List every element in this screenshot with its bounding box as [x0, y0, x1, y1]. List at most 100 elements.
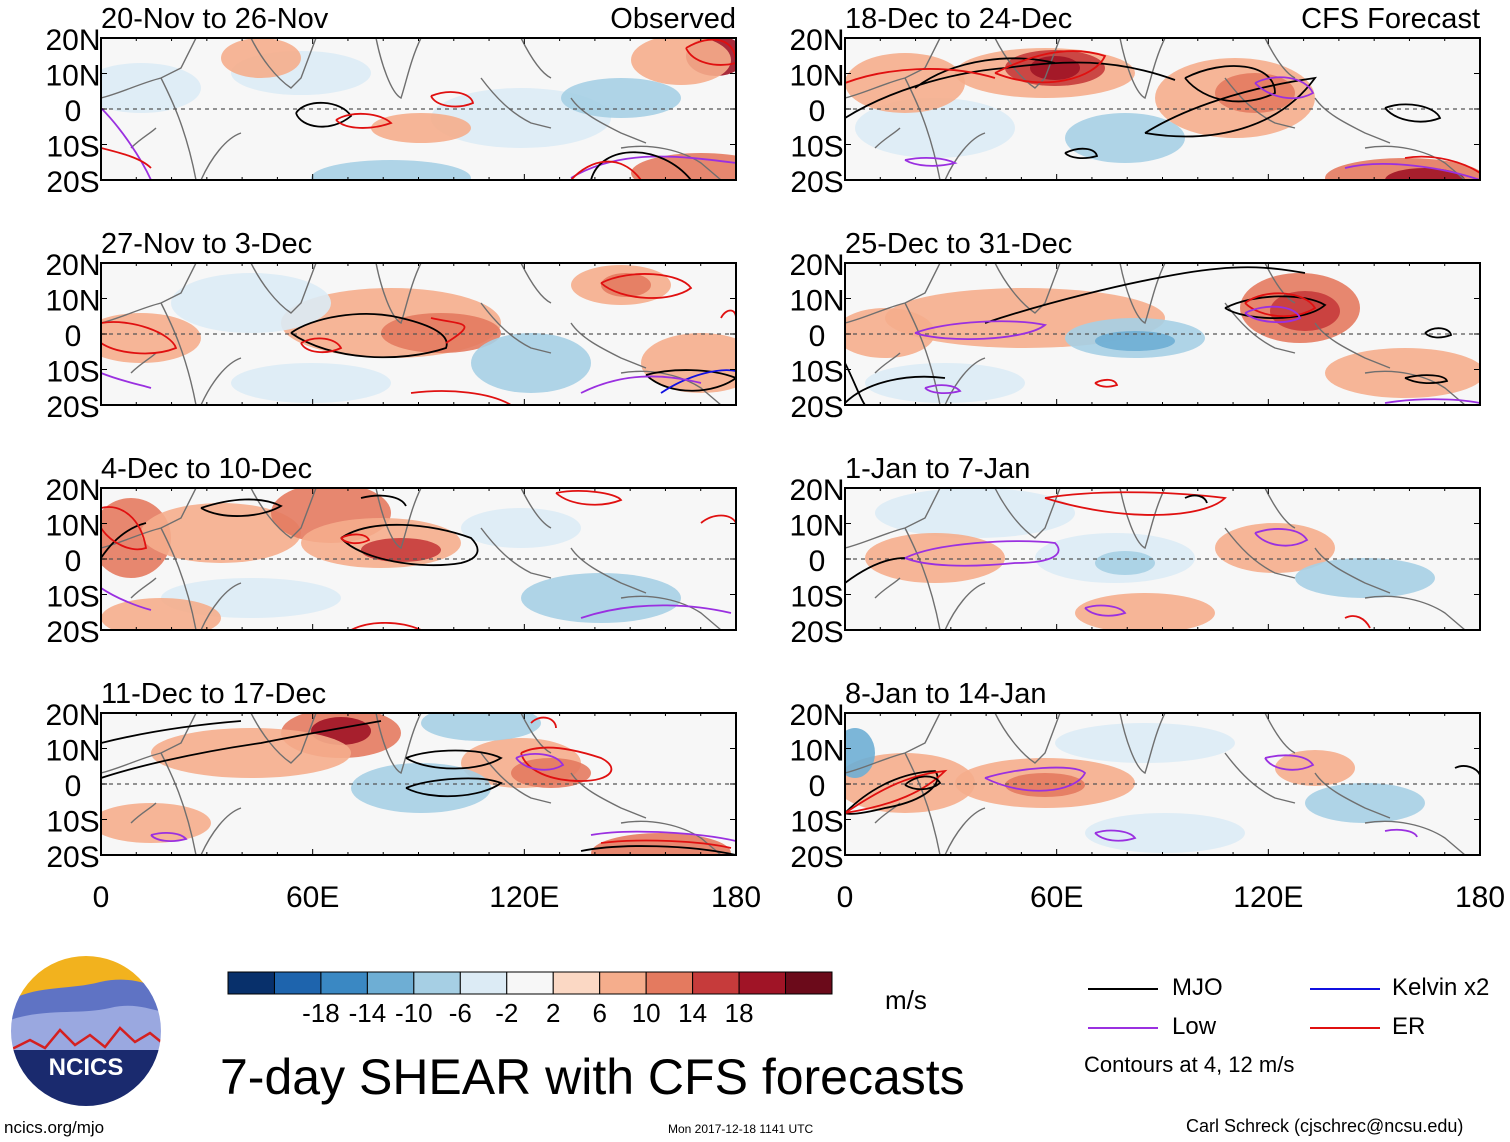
- coastline: [1364, 370, 1466, 405]
- coastline: [250, 38, 317, 89]
- y-tick-label: 20N: [45, 699, 100, 732]
- shear-anomaly-area: [845, 308, 935, 358]
- y-tick-label: 20N: [45, 24, 100, 57]
- legend-kelvin-label: Kelvin x2: [1392, 974, 1490, 1001]
- legend-low-label: Low: [1172, 1013, 1217, 1040]
- contour-mjo: [590, 151, 692, 180]
- shear-anomaly-area: [865, 363, 1025, 403]
- coastline: [375, 488, 422, 549]
- contour-er: [101, 506, 148, 551]
- coastline: [944, 357, 986, 405]
- coastline: [620, 595, 722, 630]
- shear-anomaly-area: [875, 488, 1075, 538]
- contour-low: [904, 540, 1060, 567]
- colorbar-swatch: [227, 971, 275, 995]
- panel-title: 25-Dec to 31-Dec: [845, 228, 1072, 260]
- shear-anomaly-area: [171, 273, 331, 333]
- contour-mjo: [340, 523, 479, 567]
- y-tick-label: 0: [65, 95, 82, 128]
- coastline: [1364, 820, 1466, 855]
- contour-low: [1244, 305, 1302, 324]
- shear-anomaly-area: [1215, 73, 1295, 113]
- coastline: [250, 263, 317, 314]
- coastline: [520, 488, 552, 529]
- contour-er: [101, 147, 152, 169]
- contour-er: [430, 317, 466, 344]
- contour-er: [845, 68, 996, 84]
- contour-low: [590, 830, 736, 842]
- colorbar-swatch: [552, 971, 601, 995]
- y-tick-label: 0: [809, 545, 826, 578]
- logo-mountains-light: [10, 1005, 162, 1050]
- contour-mjo: [845, 375, 946, 404]
- shear-anomaly-area: [865, 533, 1005, 583]
- contour-low: [1384, 828, 1418, 838]
- coastline: [1314, 772, 1391, 819]
- panel-title: 11-Dec to 17-Dec: [101, 678, 326, 710]
- colorbar-swatch: [506, 971, 554, 995]
- coastline: [200, 807, 242, 855]
- coastline: [1264, 713, 1296, 754]
- shear-anomaly-area: [1005, 773, 1085, 797]
- coastline: [1314, 97, 1391, 144]
- shear-anomaly-area: [1095, 331, 1175, 351]
- coastline: [480, 527, 552, 579]
- contour-mjo: [295, 101, 353, 128]
- colorbar-tick-label: 6: [592, 998, 606, 1028]
- y-tick-label: 10N: [789, 285, 844, 318]
- legend-mjo-line: [1088, 988, 1158, 990]
- shear-anomaly-area: [101, 313, 201, 363]
- coastline: [480, 77, 552, 129]
- shear-anomaly-area: [631, 38, 731, 85]
- colorbar-units: m/s: [885, 985, 927, 1015]
- contour-low: [914, 320, 1048, 341]
- contour-mjo: [405, 749, 503, 770]
- contour-mjo: [845, 557, 906, 584]
- coastline: [250, 713, 317, 764]
- shear-anomaly-area: [101, 598, 221, 630]
- y-tick-label: 20N: [789, 249, 844, 282]
- coastline: [570, 547, 647, 594]
- coastline: [160, 302, 197, 405]
- coastline: [994, 263, 1061, 314]
- contour-low: [1254, 76, 1315, 100]
- panel-field: [845, 38, 1480, 180]
- legend-er-label: ER: [1392, 1013, 1426, 1040]
- coastline: [944, 807, 986, 855]
- shear-anomaly-area: [351, 763, 491, 813]
- panel-title: 1-Jan to 7-Jan: [845, 453, 1030, 485]
- coastline: [160, 752, 197, 855]
- colorbar-tick-label: -10: [395, 998, 433, 1028]
- shear-anomaly-area: [1295, 558, 1435, 598]
- colorbar-swatch: [366, 971, 415, 995]
- y-tick-label: 10N: [789, 510, 844, 543]
- shear-anomaly-area: [151, 728, 351, 778]
- shear-anomaly-area: [101, 803, 211, 843]
- contour-er: [1404, 155, 1480, 174]
- shear-anomaly-area: [461, 508, 581, 548]
- y-tick-label: 20S: [790, 616, 843, 649]
- coastline: [620, 145, 722, 180]
- coastline: [904, 77, 941, 180]
- contour-low: [580, 375, 702, 394]
- shear-anomaly-area: [855, 98, 1015, 158]
- contour-er: [530, 716, 557, 729]
- colorbar: -18 -14 -10 -6 -2 2 6 10 14 18: [227, 971, 833, 1028]
- coastline: [1119, 713, 1166, 774]
- coastline: [620, 820, 722, 855]
- coastline: [200, 582, 242, 630]
- y-tick-label: 20S: [790, 841, 843, 874]
- shear-anomaly-area: [371, 113, 471, 143]
- coastline: [904, 752, 941, 855]
- contour-mjo: [1184, 65, 1276, 103]
- panel-title: 18-Dec to 24-Dec: [845, 3, 1072, 35]
- shear-anomaly-area: [561, 78, 681, 118]
- coastline: [1264, 488, 1296, 529]
- panel-field: [101, 38, 736, 180]
- contour-mjo: [1144, 76, 1317, 138]
- panel-title: 20-Nov to 26-Nov: [101, 3, 329, 35]
